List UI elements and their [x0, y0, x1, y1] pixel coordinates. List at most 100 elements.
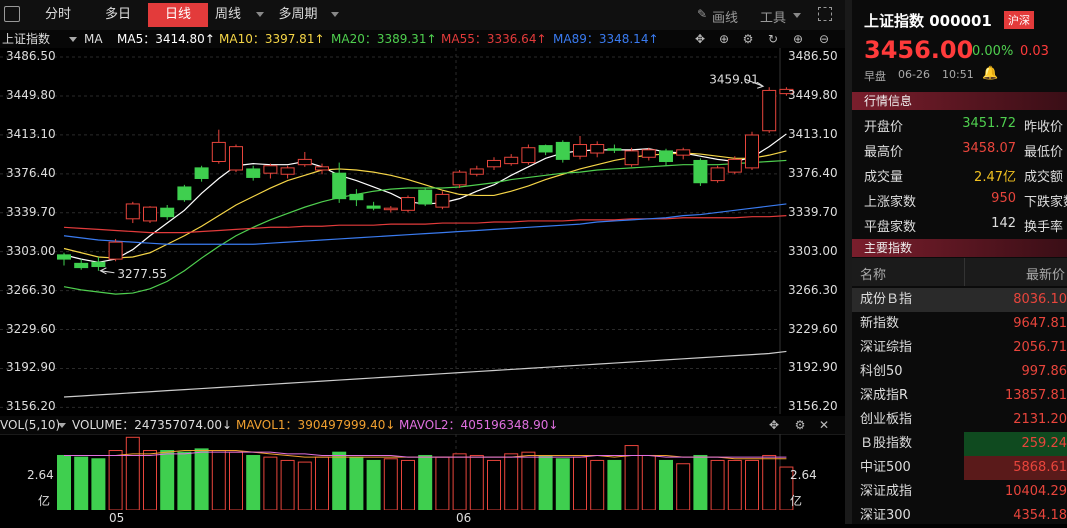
index-section-header: 主要指数: [852, 239, 1067, 257]
index-name: 深证成指: [860, 484, 913, 499]
volume-chart[interactable]: [0, 434, 845, 510]
candle: [211, 141, 226, 163]
chevron-down-icon[interactable]: [793, 13, 801, 18]
zoom-in-icon[interactable]: ⊕: [718, 32, 730, 46]
price-tick-right: 3376.40: [788, 165, 838, 180]
fullscreen-icon[interactable]: [818, 7, 832, 21]
volume-bar: [641, 454, 656, 510]
index-row[interactable]: 深成指R 13857.81: [852, 384, 1067, 408]
x-axis-label: 06: [456, 511, 472, 525]
index-table-header: 名称 最新价: [852, 258, 1067, 286]
volume-bar: [624, 445, 639, 510]
security-title: 上证指数 000001: [864, 12, 992, 30]
price-tick-right: 3266.30: [788, 282, 838, 297]
index-name: Ｂ股指数: [860, 436, 913, 451]
exit-icon[interactable]: [4, 6, 20, 22]
tab-daily[interactable]: 日线: [148, 3, 208, 27]
separator: [845, 0, 852, 524]
draw-line-button[interactable]: 画线: [712, 11, 739, 26]
volume-axis-right-value: 2.64: [790, 468, 817, 482]
index-row[interactable]: 创业板指 2131.20: [852, 408, 1067, 432]
candle: [229, 146, 243, 171]
pencil-icon[interactable]: ✎: [697, 7, 708, 21]
volume-bar: [91, 458, 106, 510]
move-icon[interactable]: ✥: [694, 32, 706, 46]
chevron-down-icon[interactable]: [58, 423, 66, 428]
ma-label[interactable]: MA: [84, 32, 103, 46]
candle: [659, 150, 673, 163]
volume-axis-right-unit: 亿: [790, 494, 803, 508]
candle: [246, 168, 261, 178]
index-row[interactable]: 新指数 9647.81: [852, 312, 1067, 336]
candle: [607, 148, 622, 151]
volume-bar: [229, 451, 243, 510]
index-row[interactable]: 科创50 997.86: [852, 360, 1067, 384]
candle: [487, 159, 501, 168]
period-toolbar: 分时 多日 日线 周线 多周期 ✎ 画线 工具: [0, 0, 845, 31]
volume-bar: [710, 459, 725, 510]
volume-bar: [74, 456, 89, 510]
close-icon[interactable]: ✕: [818, 418, 830, 432]
volume-indicator-label[interactable]: VOL(5,10): [0, 418, 61, 432]
index-row[interactable]: 中证500 5868.61: [852, 456, 1067, 480]
tab-multi-period[interactable]: 多周期: [278, 7, 318, 22]
quote-time: 10:51: [942, 68, 974, 81]
index-row[interactable]: 深证综指 2056.71: [852, 336, 1067, 360]
index-row[interactable]: Ｂ股指数 259.24: [852, 432, 1067, 456]
change-percent: 0.00%: [972, 44, 1014, 59]
volume-bar: [349, 456, 364, 510]
volume-bar: [779, 466, 794, 510]
candle: [57, 254, 71, 260]
quote-label: 平盘家数: [864, 220, 917, 235]
quote-label: 下跌家数: [1024, 195, 1067, 210]
move-icon[interactable]: ✥: [768, 418, 780, 432]
ma55-value: MA55：3336.64↑: [441, 32, 547, 46]
volume-bar: [108, 450, 123, 510]
candle: [710, 167, 725, 182]
chevron-down-icon[interactable]: [331, 12, 339, 17]
remove-icon[interactable]: ⊖: [818, 32, 830, 46]
volume-bar: [487, 459, 501, 510]
quote-date: 06-26: [898, 68, 930, 81]
index-price: 10404.29: [1004, 484, 1067, 499]
index-name: 深证300: [860, 508, 911, 523]
index-col-name[interactable]: 名称: [860, 268, 887, 283]
volume-bar: [383, 458, 398, 510]
price-tick-left: 3376.40: [6, 165, 56, 180]
candle: [297, 158, 312, 166]
volume-bar: [693, 454, 708, 510]
index-col-price[interactable]: 最新价: [1026, 268, 1066, 283]
add-icon[interactable]: ⊕: [792, 32, 804, 46]
volume-bar: [160, 450, 175, 510]
x-axis-label: 05: [109, 511, 125, 525]
bell-icon[interactable]: 🔔: [982, 66, 999, 81]
chevron-down-icon[interactable]: [69, 37, 77, 42]
tab-intraday[interactable]: 分时: [44, 7, 71, 22]
quote-value: 2.47亿: [974, 170, 1016, 185]
ma-line-ma55: [63, 215, 787, 234]
index-row[interactable]: 成份Ｂ指 8036.10: [852, 288, 1067, 312]
candle: [366, 205, 381, 209]
volume-axis-left-value: 2.64: [27, 468, 54, 482]
candle: [418, 189, 433, 205]
candle: [108, 241, 123, 260]
tools-button[interactable]: 工具: [760, 11, 787, 26]
index-row[interactable]: 深证成指 10404.29: [852, 480, 1067, 504]
settings-icon[interactable]: ⚙: [742, 32, 754, 46]
price-tick-left: 3192.90: [6, 360, 56, 375]
tab-multi-day[interactable]: 多日: [104, 7, 131, 22]
chevron-down-icon[interactable]: [256, 12, 264, 17]
candle: [762, 89, 777, 132]
quote-label: 最高价: [864, 145, 904, 160]
market-badge: 沪深: [1004, 11, 1034, 29]
index-row[interactable]: 深证300 4354.18: [852, 504, 1067, 528]
tab-weekly[interactable]: 周线: [214, 7, 241, 22]
candle: [383, 207, 398, 211]
price-chart[interactable]: 3459.01 3277.55: [0, 48, 845, 414]
refresh-icon[interactable]: ↻: [767, 32, 779, 46]
settings-icon[interactable]: ⚙: [794, 418, 806, 432]
volume-bar: [315, 456, 329, 510]
volume-bar: [745, 459, 759, 510]
ma-line-ma20: [63, 159, 787, 295]
mavol2-value: MAVOL2：405196348.90↓: [399, 418, 559, 432]
